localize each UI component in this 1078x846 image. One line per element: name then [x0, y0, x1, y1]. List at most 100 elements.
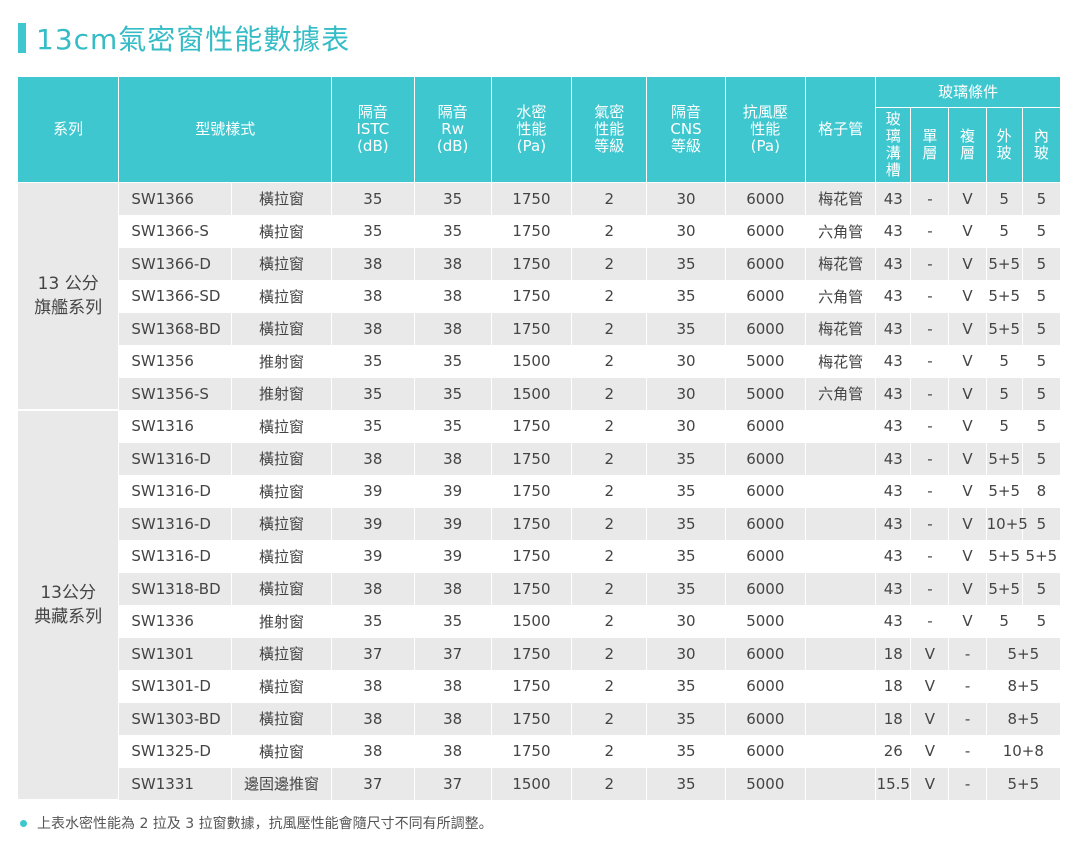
model-cell: SW1368-BD: [118, 312, 232, 346]
multi-cell: V: [948, 344, 987, 378]
water-cell: 1750: [490, 182, 573, 216]
header-series: 系列: [16, 76, 120, 183]
header-outer: 外玻: [985, 107, 1023, 183]
table-row: SW1336 推射窗 35 35 1500 2 30 5000 43- V 5 5: [18, 604, 1062, 638]
slot-cell: 43: [875, 442, 912, 476]
rw-cell: 39: [413, 539, 492, 573]
outer-cell: 5: [985, 604, 1023, 638]
style-cell: 橫拉窗: [230, 409, 333, 443]
istc-cell: 35: [331, 377, 415, 411]
style-cell: 橫拉窗: [230, 474, 333, 508]
air-cell: 2: [571, 734, 648, 768]
inner-cell: 5: [1021, 312, 1062, 346]
single-cell: -: [910, 507, 950, 541]
rw-cell: 38: [413, 279, 492, 313]
model-cell: SW1331: [118, 767, 232, 801]
rw-cell: 38: [413, 442, 492, 476]
grid-cell: [804, 734, 877, 768]
model-cell: SW1366-SD: [118, 279, 232, 313]
header-model: 型號樣式: [118, 76, 333, 183]
outer-cell: 10+5: [985, 507, 1028, 541]
water-cell: 1750: [490, 734, 573, 768]
header-wind: 抗風壓 性能 (Pa): [724, 76, 806, 183]
rw-cell: 35: [413, 604, 492, 638]
inner-cell: 5: [1021, 409, 1062, 443]
istc-cell: 39: [331, 474, 415, 508]
header-single: 單層: [910, 107, 950, 183]
grid-cell: [804, 702, 877, 736]
water-cell: 1750: [490, 507, 573, 541]
air-cell: 2: [571, 214, 648, 248]
table-row: 13公分 典藏系列 SW1316 橫拉窗 35 35 1750 2 30 6000 43- V 5 5: [16, 409, 1062, 801]
istc-cell: 37: [331, 637, 415, 671]
rw-cell: 35: [413, 344, 492, 378]
air-cell: 2: [571, 344, 648, 378]
grid-cell: [804, 767, 877, 801]
multi-cell: V: [948, 377, 987, 411]
wind-cell: 6000: [724, 702, 806, 736]
air-cell: 2: [571, 182, 648, 216]
wind-cell: 6000: [724, 182, 806, 216]
cns-cell: 30: [646, 637, 726, 671]
series-cell: 13公分 典藏系列: [16, 409, 120, 801]
multi-cell: V: [948, 312, 987, 346]
grid-cell: 梅花管: [804, 344, 877, 378]
cns-cell: 30: [646, 182, 726, 216]
model-cell: SW1356-S: [118, 377, 232, 411]
model-cell: SW1316: [118, 409, 232, 443]
istc-cell: 39: [331, 539, 415, 573]
style-cell: 橫拉窗: [230, 539, 333, 573]
single-cell: -: [910, 442, 950, 476]
wind-cell: 5000: [724, 344, 806, 378]
footnote: 上表水密性能為 2 拉及 3 拉窗數據，抗風壓性能會隨尺寸不同有所調整。: [20, 813, 493, 833]
grid-cell: 梅花管: [804, 312, 877, 346]
multi-cell: -: [948, 767, 987, 801]
wind-cell: 6000: [724, 247, 806, 281]
air-cell: 2: [571, 312, 648, 346]
style-cell: 橫拉窗: [230, 637, 333, 671]
model-cell: SW1301: [118, 637, 232, 671]
style-cell: 橫拉窗: [230, 312, 333, 346]
header-cns-line: 隔音: [671, 103, 702, 121]
cns-cell: 35: [646, 247, 726, 281]
header-istc: 隔音 ISTC (dB): [331, 76, 415, 183]
grid-cell: [804, 604, 877, 638]
inner-cell: 8: [1021, 474, 1062, 508]
istc-cell: 38: [331, 734, 415, 768]
header-outer-line: 玻: [996, 144, 1012, 162]
slot-cell: 43: [875, 344, 912, 378]
istc-cell: 38: [331, 572, 415, 606]
wind-cell: 6000: [724, 734, 806, 768]
header-multi-line: 複: [960, 127, 976, 145]
multi-cell: V: [948, 182, 987, 216]
cns-cell: 35: [646, 572, 726, 606]
single-cell: -: [910, 604, 950, 638]
cns-cell: 35: [646, 442, 726, 476]
rw-cell: 35: [413, 409, 492, 443]
air-cell: 2: [571, 767, 648, 801]
wind-cell: 6000: [724, 474, 806, 508]
header-air-line: 性能: [594, 120, 625, 138]
multi-cell: V: [948, 604, 987, 638]
cns-cell: 35: [646, 474, 726, 508]
slot-cell: 26: [875, 734, 912, 768]
grid-cell: 梅花管: [804, 247, 877, 281]
table-row: SW1303-BD 橫拉窗 38 38 1750 2 35 6000 18 V -8+5: [18, 702, 1062, 736]
grid-cell: 六角管: [804, 279, 877, 313]
glass-cell: 5+5: [985, 767, 1062, 801]
model-cell: SW1366: [118, 182, 232, 216]
style-cell: 橫拉窗: [230, 442, 333, 476]
water-cell: 1750: [490, 409, 573, 443]
rw-cell: 38: [413, 247, 492, 281]
single-cell: -: [910, 344, 950, 378]
rw-cell: 38: [413, 572, 492, 606]
air-cell: 2: [571, 572, 648, 606]
rw-cell: 35: [413, 214, 492, 248]
water-cell: 1500: [490, 377, 573, 411]
inner-cell: 5: [1021, 182, 1062, 216]
slot-cell: 15.5: [875, 767, 912, 801]
outer-cell: 5+5: [985, 572, 1023, 606]
water-cell: 1500: [490, 344, 573, 378]
air-cell: 2: [571, 442, 648, 476]
istc-cell: 38: [331, 312, 415, 346]
